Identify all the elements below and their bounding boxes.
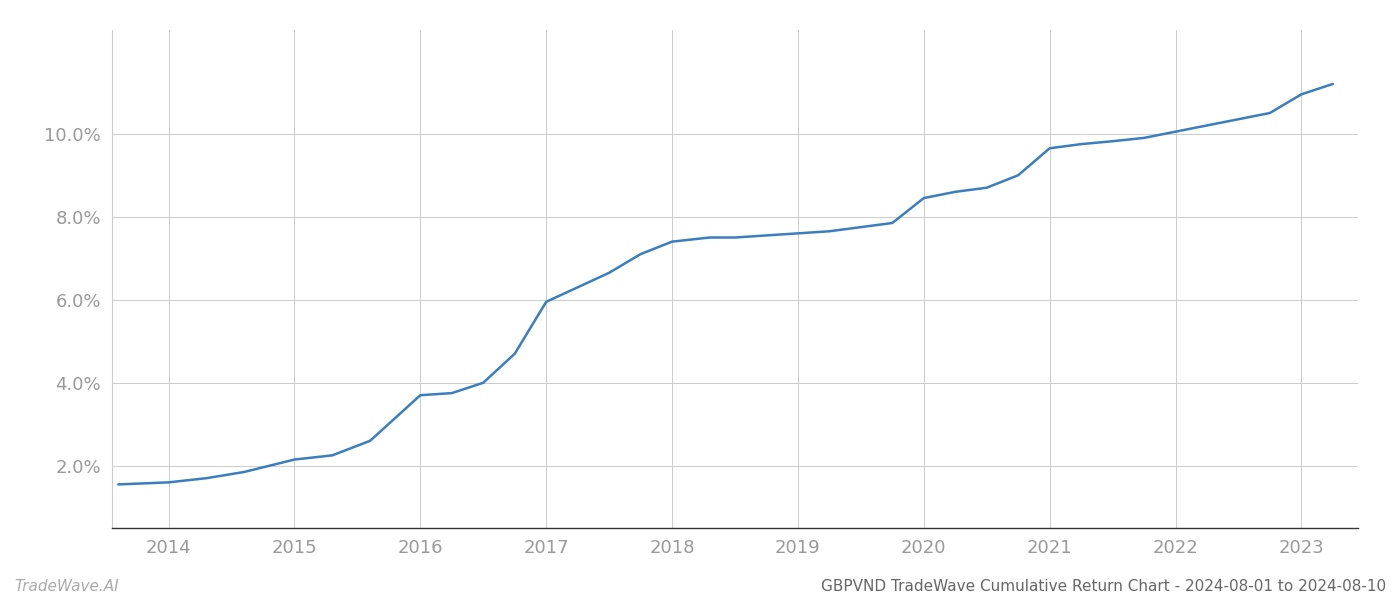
Text: GBPVND TradeWave Cumulative Return Chart - 2024-08-01 to 2024-08-10: GBPVND TradeWave Cumulative Return Chart… xyxy=(820,579,1386,594)
Text: TradeWave.AI: TradeWave.AI xyxy=(14,579,119,594)
